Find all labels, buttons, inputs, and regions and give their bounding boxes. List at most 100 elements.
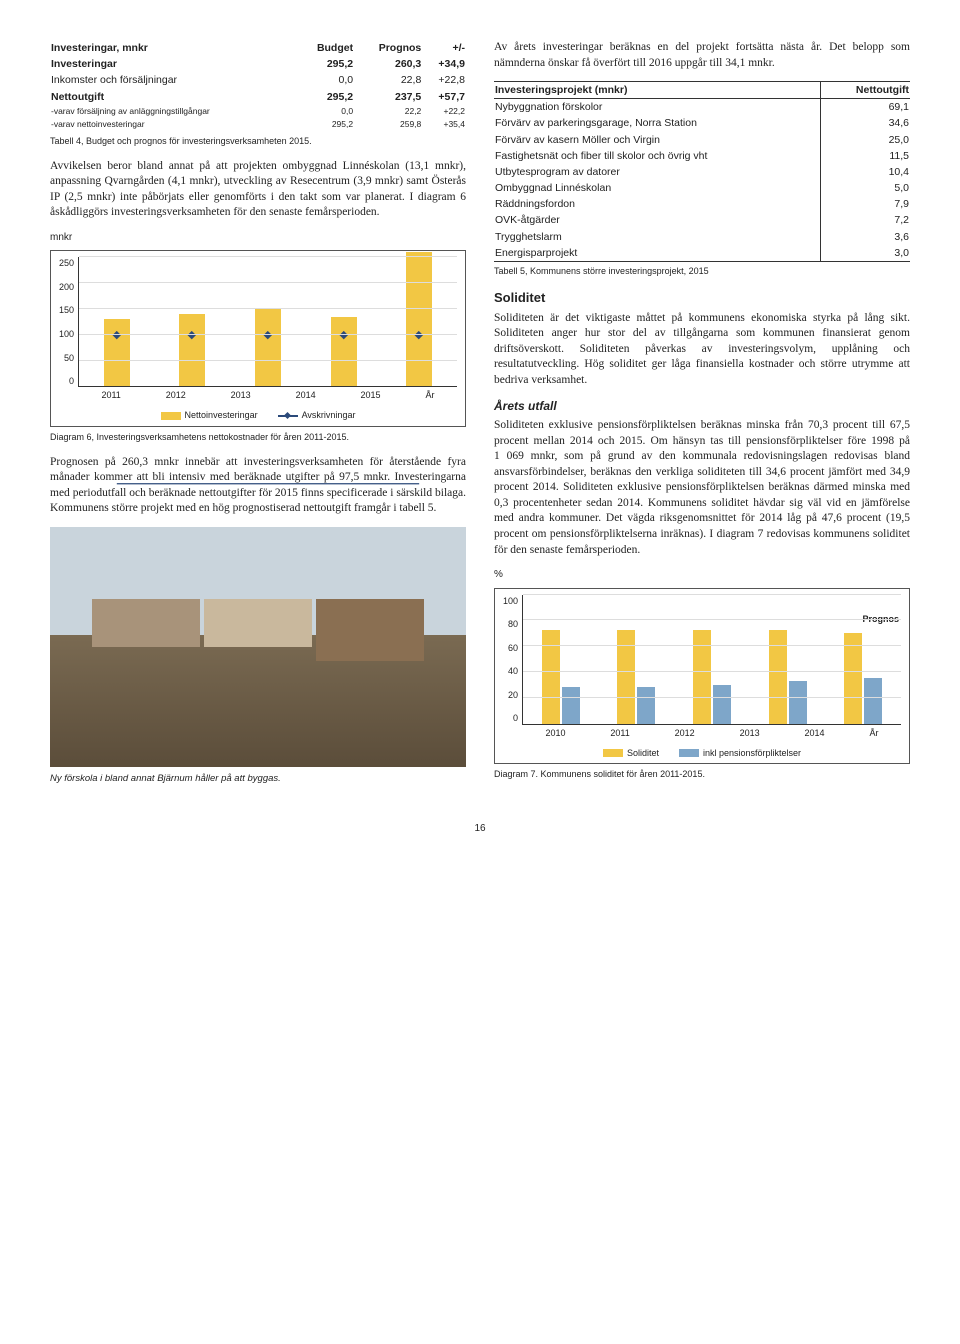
chart6-legend-2: Avskrivningar	[278, 409, 356, 421]
table-4-investeringar: Investeringar, mnkr Budget Prognos +/- I…	[50, 40, 466, 132]
construction-photo	[50, 527, 466, 767]
ytick: 50	[59, 352, 74, 364]
xtick: 2014	[805, 727, 825, 739]
bar-soliditet	[617, 630, 635, 724]
chart7-legend-label-2: inkl pensionsförpliktelser	[703, 747, 801, 759]
table-cell: Trygghetslarm	[494, 229, 821, 245]
table-cell: 34,6	[821, 115, 910, 131]
chart6-caption: Diagram 6, Investeringsverksamhetens net…	[50, 431, 466, 443]
table-cell: 0,0	[296, 105, 354, 118]
photo-buildings	[92, 599, 425, 647]
table-cell: 0,0	[296, 72, 354, 88]
chart7-swatch-2	[679, 749, 699, 757]
bar	[331, 317, 357, 387]
soliditet-heading: Soliditet	[494, 289, 910, 307]
chart6-line-sample	[278, 415, 298, 417]
table-row: Fastighetsnät och fiber till skolor och …	[494, 148, 910, 164]
right-paragraph-3: Soliditeten exklusive pensionsförpliktel…	[494, 418, 910, 558]
left-paragraph-2: Prognosen på 260,3 mnkr innebär att inve…	[50, 455, 466, 517]
chart-7-container: % Prognos 100806040200 20102011201220132…	[494, 568, 910, 780]
xtick: 2010	[545, 727, 565, 739]
chart7-swatch-1	[603, 749, 623, 757]
bar	[104, 319, 130, 386]
table-cell: -varav nettoinvesteringar	[50, 118, 296, 131]
table-5-projekt: Investeringsprojekt (mnkr) Nettoutgift N…	[494, 81, 910, 262]
bar	[406, 252, 432, 386]
table-cell: Utbytesprogram av datorer	[494, 164, 821, 180]
table-5-caption: Tabell 5, Kommunens större investeringsp…	[494, 265, 910, 277]
bar-group	[542, 630, 580, 724]
chart7-plot	[522, 595, 901, 725]
xtick: 2015	[361, 389, 381, 401]
table-cell: 3,0	[821, 245, 910, 262]
chart7-area: 100806040200	[503, 595, 901, 725]
table-cell: Nettoutgift	[50, 89, 296, 105]
photo-caption: Ny förskola i bland annat Bjärnum håller…	[50, 773, 466, 786]
table-cell: 295,2	[296, 89, 354, 105]
xtick: 2011	[610, 727, 629, 739]
right-column: Av årets investeringar beräknas en del p…	[494, 40, 910, 792]
bar-group	[769, 630, 807, 724]
table-cell: 7,2	[821, 212, 910, 228]
t5-h1: Nettoutgift	[821, 82, 910, 99]
ytick: 80	[503, 618, 518, 630]
table-cell: 3,6	[821, 229, 910, 245]
table-4-caption: Tabell 4, Budget och prognos för investe…	[50, 135, 466, 147]
chart6-area: 250200150100500	[59, 257, 457, 387]
t5-h0: Investeringsprojekt (mnkr)	[494, 82, 821, 99]
chart6-legend-label-1: Nettoinvesteringar	[185, 409, 258, 421]
ytick: 0	[503, 712, 518, 724]
table-row: -varav nettoinvesteringar295,2259,8+35,4	[50, 118, 466, 131]
chart7-yaxis: 100806040200	[503, 595, 522, 725]
table-cell: 22,8	[354, 72, 422, 88]
left-column: Investeringar, mnkr Budget Prognos +/- I…	[50, 40, 466, 792]
chart6-swatch-1	[161, 412, 181, 420]
ytick: 0	[59, 375, 74, 387]
chart6-plot	[78, 257, 457, 387]
table-cell: Ombyggnad Linnéskolan	[494, 180, 821, 196]
t4-h3: +/-	[422, 40, 466, 56]
chart6-legend-label-2: Avskrivningar	[302, 409, 356, 421]
table-cell: +22,2	[422, 105, 466, 118]
ytick: 60	[503, 642, 518, 654]
t4-h2: Prognos	[354, 40, 422, 56]
chart6-legend-1: Nettoinvesteringar	[161, 409, 258, 421]
chart7-xaxis: 20102011201220132014År	[523, 727, 901, 739]
ytick: 200	[59, 281, 74, 293]
xtick: 2012	[675, 727, 695, 739]
bar-soliditet	[769, 630, 787, 724]
table-cell: Nybyggnation förskolor	[494, 99, 821, 116]
xtick: 2011	[101, 389, 120, 401]
table-row: Förvärv av kasern Möller och Virgin25,0	[494, 132, 910, 148]
xtick: 2013	[740, 727, 760, 739]
bar-inkl-pension	[864, 678, 882, 724]
bar-group	[617, 630, 655, 724]
table-row: Ombyggnad Linnéskolan5,0	[494, 180, 910, 196]
table-row: Investeringar295,2260,3+34,9	[50, 56, 466, 72]
ytick: 150	[59, 304, 74, 316]
table-cell: Räddningsfordon	[494, 196, 821, 212]
chart7-caption: Diagram 7. Kommunens soliditet för åren …	[494, 768, 910, 780]
bar-soliditet	[844, 633, 862, 724]
chart6-box: 250200150100500 20112012201320142015År N…	[50, 250, 466, 426]
t4-h0: Investeringar, mnkr	[50, 40, 296, 56]
table-cell: 5,0	[821, 180, 910, 196]
ytick: 100	[503, 595, 518, 607]
chart6-legend: Nettoinvesteringar Avskrivningar	[59, 409, 457, 421]
bar-inkl-pension	[637, 687, 655, 723]
chart7-legend-label-1: Soliditet	[627, 747, 659, 759]
table-cell: 22,2	[354, 105, 422, 118]
bar	[255, 309, 281, 386]
chart7-ylabel: %	[494, 568, 910, 582]
chart6-yaxis: 250200150100500	[59, 257, 78, 387]
table-row: OVK-åtgärder7,2	[494, 212, 910, 228]
table-cell: OVK-åtgärder	[494, 212, 821, 228]
ytick: 100	[59, 328, 74, 340]
table-row: -varav försäljning av anläggningstillgån…	[50, 105, 466, 118]
table-cell: Investeringar	[50, 56, 296, 72]
chart6-ylabel: mnkr	[50, 231, 466, 245]
table-row: Nybyggnation förskolor69,1	[494, 99, 910, 116]
bar-soliditet	[693, 630, 711, 724]
bar-group	[844, 633, 882, 724]
table-cell: 259,8	[354, 118, 422, 131]
